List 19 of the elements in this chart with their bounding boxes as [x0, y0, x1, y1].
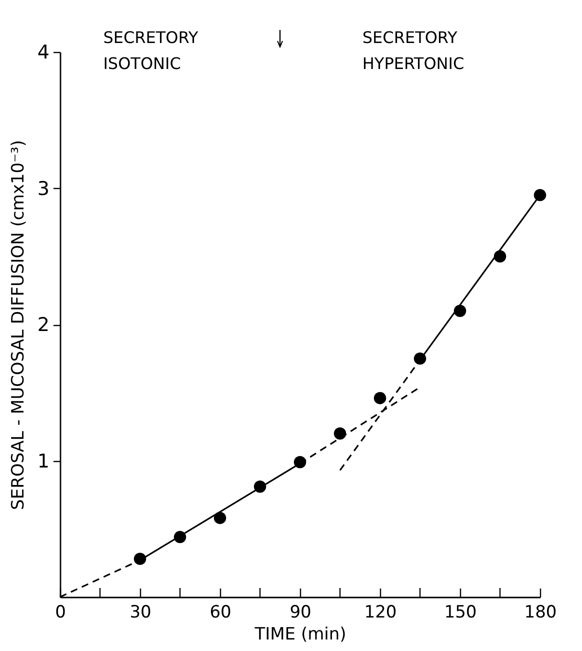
annotation: SECRETORY HYPERTONIC [362, 28, 464, 73]
annotation: SECRETORY ISOTONIC [103, 28, 198, 73]
y-axis-title: SEROSAL - MUCOSAL DIFFUSION (cmx10⁻³) [8, 140, 28, 510]
y-tick-label: 1 [37, 450, 50, 472]
point [214, 512, 226, 524]
point [334, 427, 346, 440]
y-tick-label: 4 [37, 42, 50, 64]
x-tick-label: 30 [130, 602, 152, 622]
x-tick-label: 150 [444, 602, 477, 622]
x-tick-label: 90 [290, 602, 312, 622]
x-tick-label: 0 [55, 602, 66, 622]
y-tick-label: 3 [37, 178, 50, 200]
x-tick-label: 120 [364, 602, 397, 622]
x-tick-label: 60 [210, 602, 232, 622]
point [534, 188, 546, 202]
point [374, 392, 386, 404]
x-axis-title: TIME (min) [254, 624, 346, 644]
x-tick-label: 180 [524, 602, 557, 622]
y-tick-label: 2 [37, 314, 50, 336]
